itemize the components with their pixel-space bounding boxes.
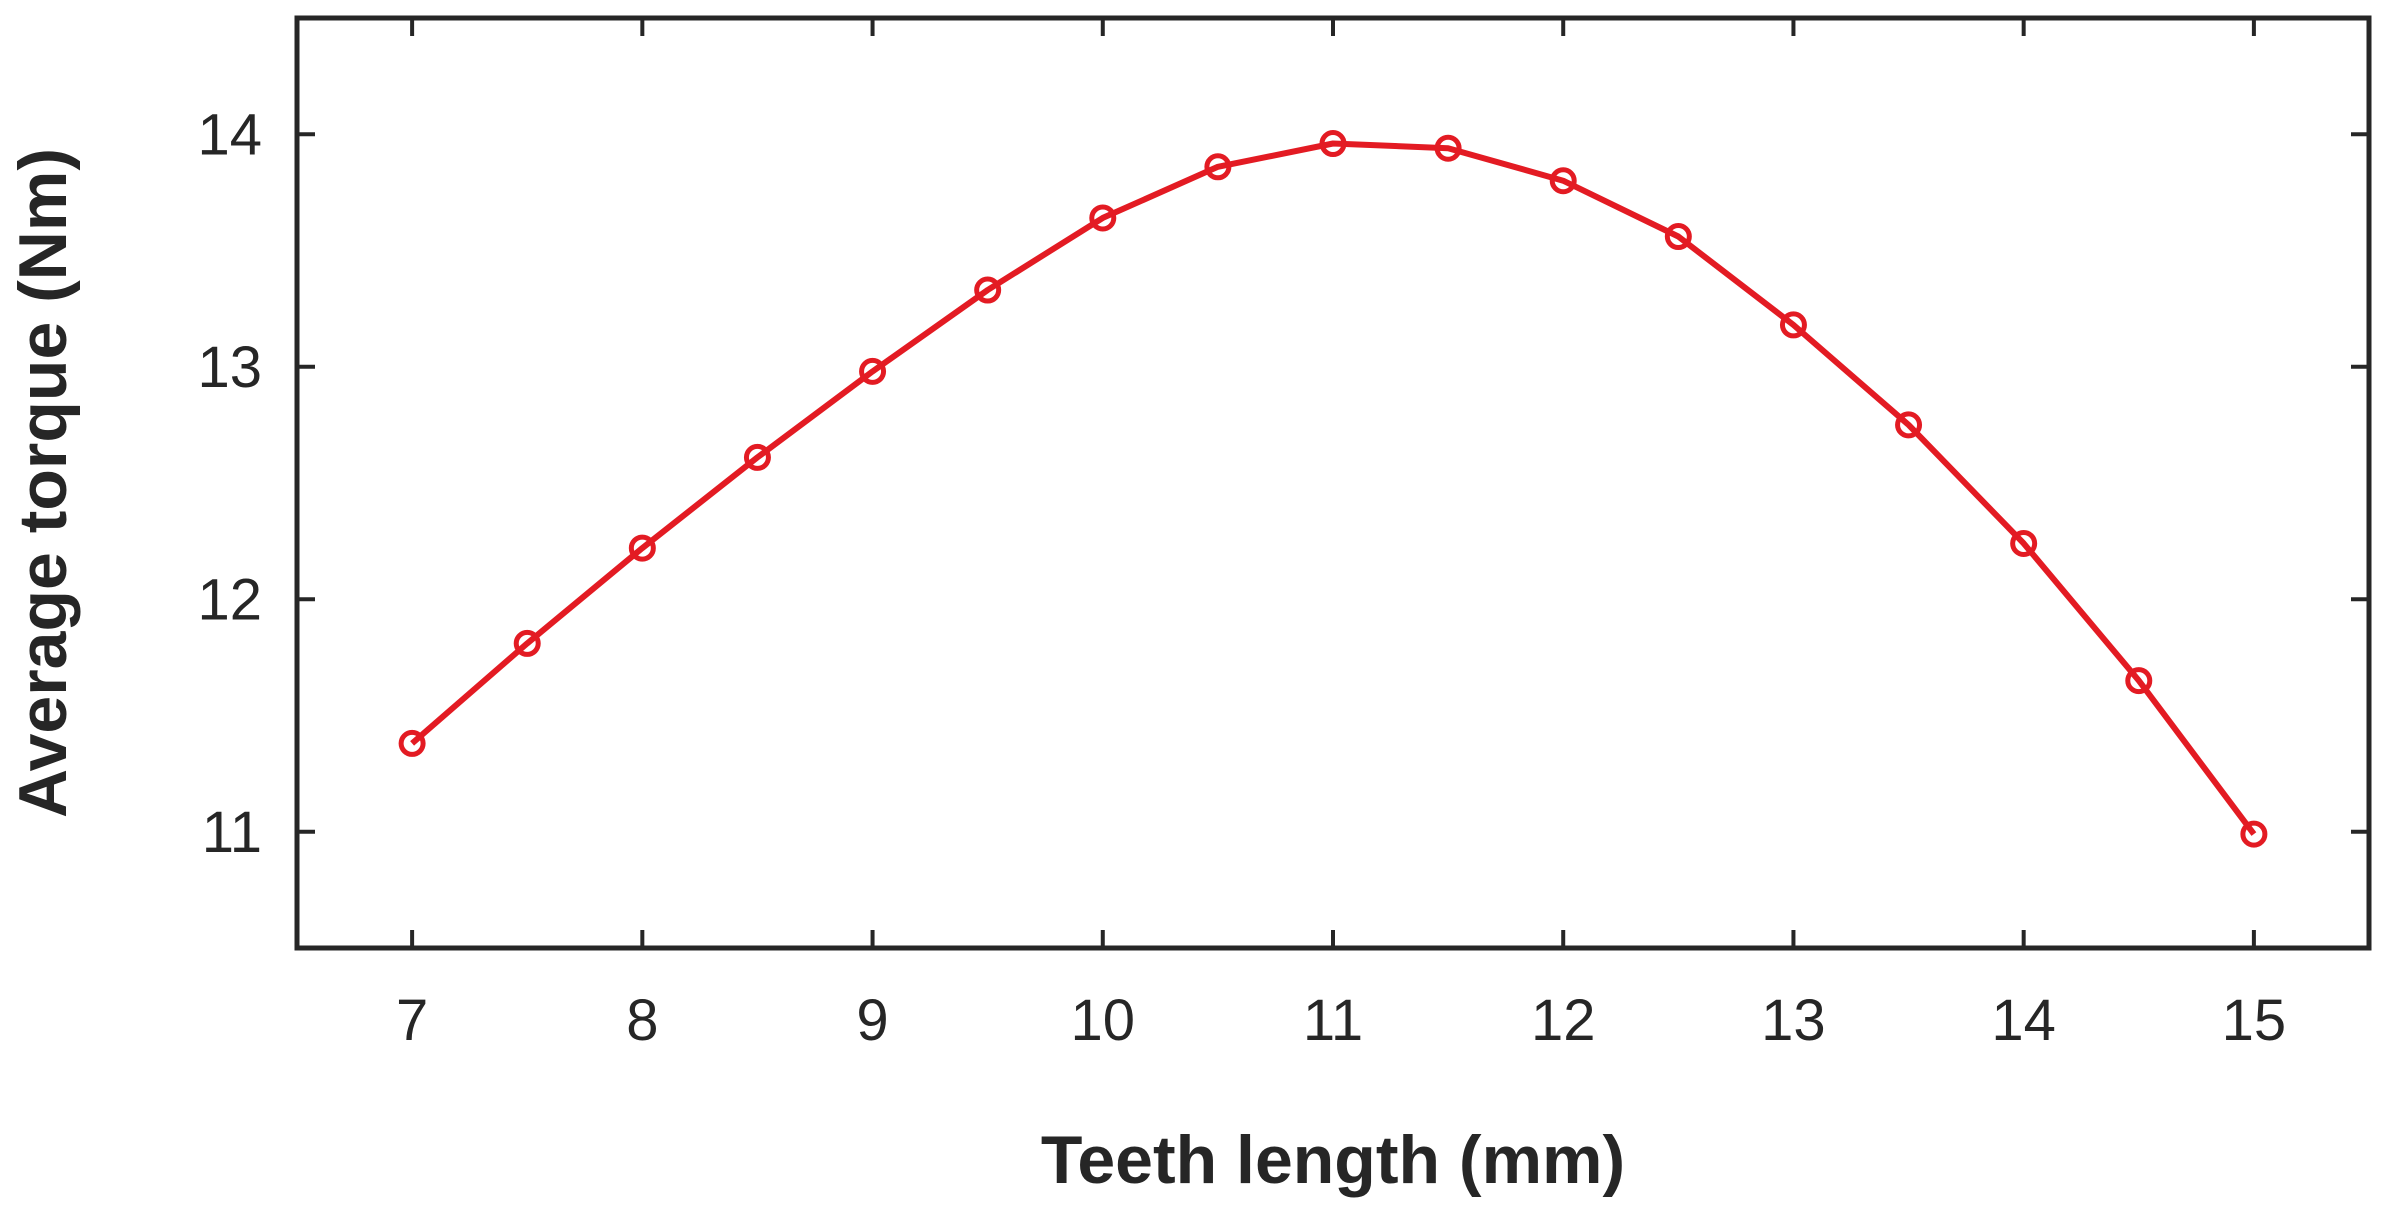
y-tick-label: 12	[197, 567, 262, 632]
x-tick-label: 11	[1303, 988, 1363, 1053]
data-point-marker	[2240, 820, 2268, 848]
plot-area-frame	[294, 15, 2372, 951]
ticks-layer	[297, 18, 2369, 948]
data-point-marker	[1434, 134, 1462, 162]
data-point-marker	[859, 357, 887, 385]
x-tick-label: 7	[396, 988, 428, 1053]
x-tick-label: 10	[1071, 988, 1136, 1053]
x-tick-label: 13	[1761, 988, 1826, 1053]
x-tick-label: 8	[626, 988, 658, 1053]
data-point-marker	[628, 534, 656, 562]
data-point-marker	[1204, 153, 1232, 181]
tick-labels-layer: 7 8 9 10 11 12 13 14 15 11 12 13 14	[197, 102, 2286, 1053]
x-axis-label: Teeth length (mm)	[1041, 1122, 1625, 1198]
series-line	[410, 140, 2257, 836]
data-point-marker	[513, 629, 541, 657]
y-axis-label: Average torque (Nm)	[5, 148, 81, 818]
x-tick-label: 14	[1991, 988, 2056, 1053]
data-point-marker	[2125, 667, 2153, 695]
data-point-marker	[974, 276, 1002, 304]
x-tick-label: 9	[856, 988, 888, 1053]
data-point-marker	[1549, 167, 1577, 195]
data-point-marker	[743, 443, 771, 471]
x-tick-label: 12	[1531, 988, 1596, 1053]
data-point-marker	[1779, 311, 1807, 339]
series-layer	[398, 130, 2268, 848]
y-tick-label: 11	[202, 800, 262, 865]
data-point-marker	[2010, 529, 2038, 557]
y-tick-label: 13	[197, 335, 262, 400]
data-point-marker	[1895, 411, 1923, 439]
data-point-marker	[1319, 130, 1347, 158]
data-point-marker	[398, 729, 426, 757]
data-point-marker	[1664, 223, 1692, 251]
y-tick-label: 14	[197, 102, 262, 167]
data-point-marker	[1089, 204, 1117, 232]
x-tick-label: 15	[2222, 988, 2287, 1053]
